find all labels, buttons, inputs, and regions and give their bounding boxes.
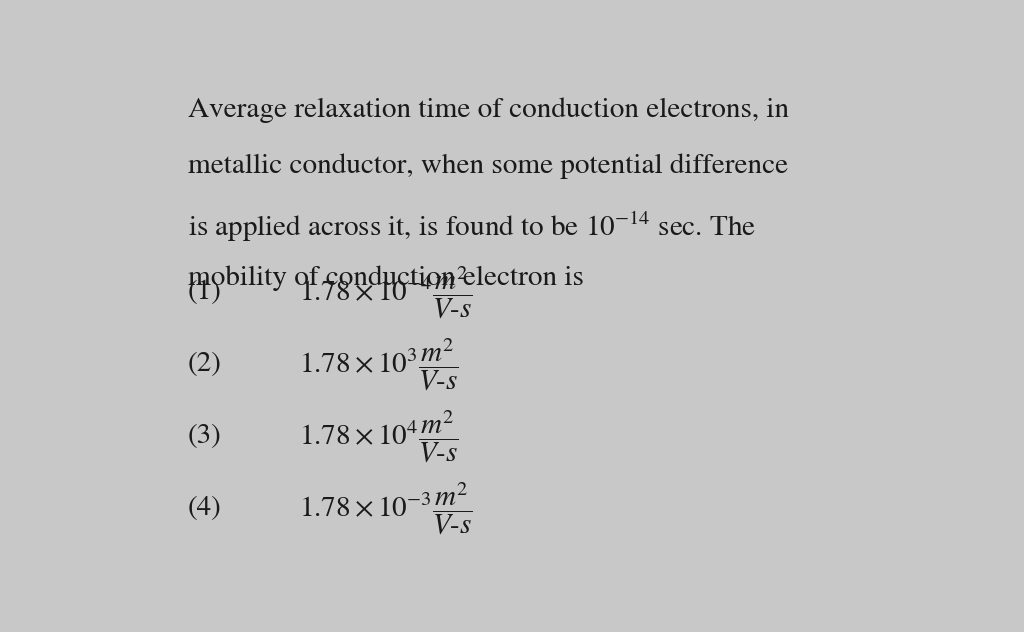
- Text: (3): (3): [187, 424, 221, 449]
- Text: $1.78\times10^{4}\dfrac{m^{2}}{V\text{-}s}$: $1.78\times10^{4}\dfrac{m^{2}}{V\text{-}…: [299, 408, 459, 465]
- Text: metallic conductor, when some potential difference: metallic conductor, when some potential …: [187, 154, 787, 179]
- Text: mobility of conduction electron is: mobility of conduction electron is: [187, 265, 584, 291]
- Text: $1.78\times10^{3}\dfrac{m^{2}}{V\text{-}s}$: $1.78\times10^{3}\dfrac{m^{2}}{V\text{-}…: [299, 336, 459, 392]
- Text: (2): (2): [187, 352, 221, 377]
- Text: (4): (4): [187, 496, 221, 521]
- Text: (1): (1): [187, 280, 221, 305]
- Text: $1.78\times10^{-4}\dfrac{m^{2}}{V\text{-}s}$: $1.78\times10^{-4}\dfrac{m^{2}}{V\text{-…: [299, 264, 472, 320]
- Text: is applied across it, is found to be $10^{-14}$ sec. The: is applied across it, is found to be $10…: [187, 210, 756, 244]
- Text: Average relaxation time of conduction electrons, in: Average relaxation time of conduction el…: [187, 98, 788, 123]
- Text: $1.78\times10^{-3}\dfrac{m^{2}}{V\text{-}s}$: $1.78\times10^{-3}\dfrac{m^{2}}{V\text{-…: [299, 480, 472, 537]
